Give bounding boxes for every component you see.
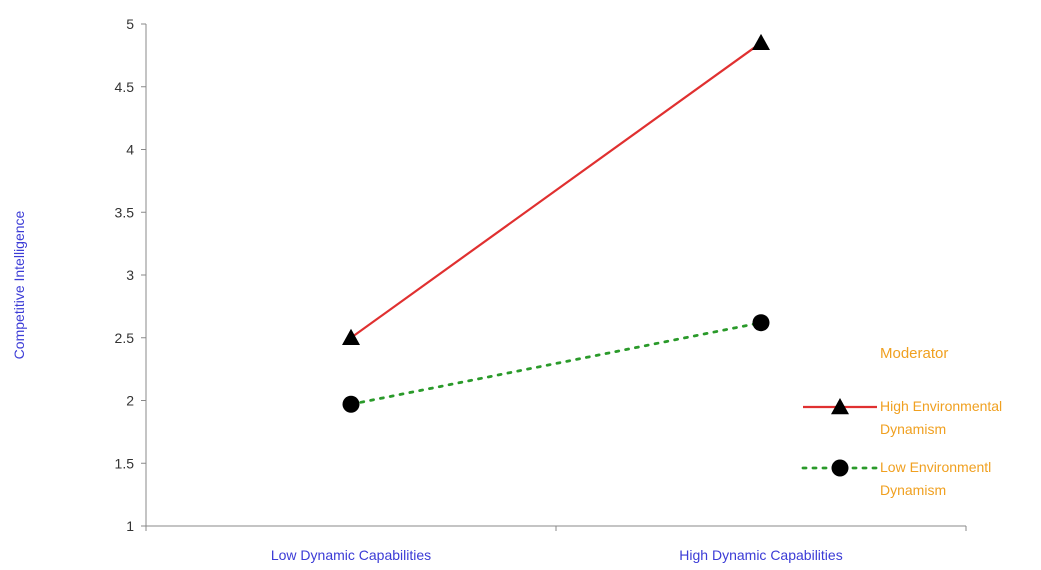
- x-ticks: Low Dynamic Capabilities High Dynamic Cap…: [145, 526, 967, 563]
- y-tick-label: 4: [126, 142, 134, 158]
- x-category-label: High Dynamic Capabilities: [679, 547, 842, 563]
- legend: Moderator High EnvironmentalDynamismLow …: [801, 345, 1002, 498]
- legend-swatch-marker: [831, 398, 849, 415]
- data-point: [752, 314, 770, 332]
- y-tick-label: 5: [126, 16, 134, 32]
- legend-label: High Environmental: [880, 398, 1002, 414]
- axes: [145, 24, 966, 527]
- legend-entry: Low Environmentl Dynamism: [801, 459, 991, 498]
- legend-label: Dynamism: [880, 482, 946, 498]
- legend-label: Dynamism: [880, 421, 946, 437]
- y-tick-label: 1.5: [115, 455, 135, 471]
- y-tick-label: 3: [126, 267, 134, 283]
- data-point: [342, 395, 360, 413]
- series-line: [350, 41, 762, 339]
- y-tick-label: 4.5: [115, 79, 135, 95]
- legend-label: Low Environmentl: [880, 459, 991, 475]
- legend-swatch-marker: [831, 459, 849, 477]
- series-line: [349, 321, 763, 406]
- legend-title: Moderator: [880, 345, 948, 362]
- series-low: [342, 314, 770, 413]
- y-tick-label: 2.5: [115, 330, 135, 346]
- y-tick-label: 1: [126, 518, 134, 534]
- series-high: [342, 33, 770, 345]
- series-group: [342, 33, 770, 413]
- y-ticks: 1 1.5 2 2.5 3 3.5 4 4.5 5: [115, 16, 146, 534]
- y-tick-label: 2: [126, 393, 134, 409]
- y-axis-label: Competitive Intelligence: [11, 210, 27, 359]
- data-point: [342, 328, 360, 345]
- legend-entry: High Environmental Dynamism: [803, 398, 1002, 437]
- x-category-label: Low Dynamic Capabilities: [271, 547, 431, 563]
- data-point: [752, 33, 770, 51]
- y-tick-label: 3.5: [115, 204, 135, 220]
